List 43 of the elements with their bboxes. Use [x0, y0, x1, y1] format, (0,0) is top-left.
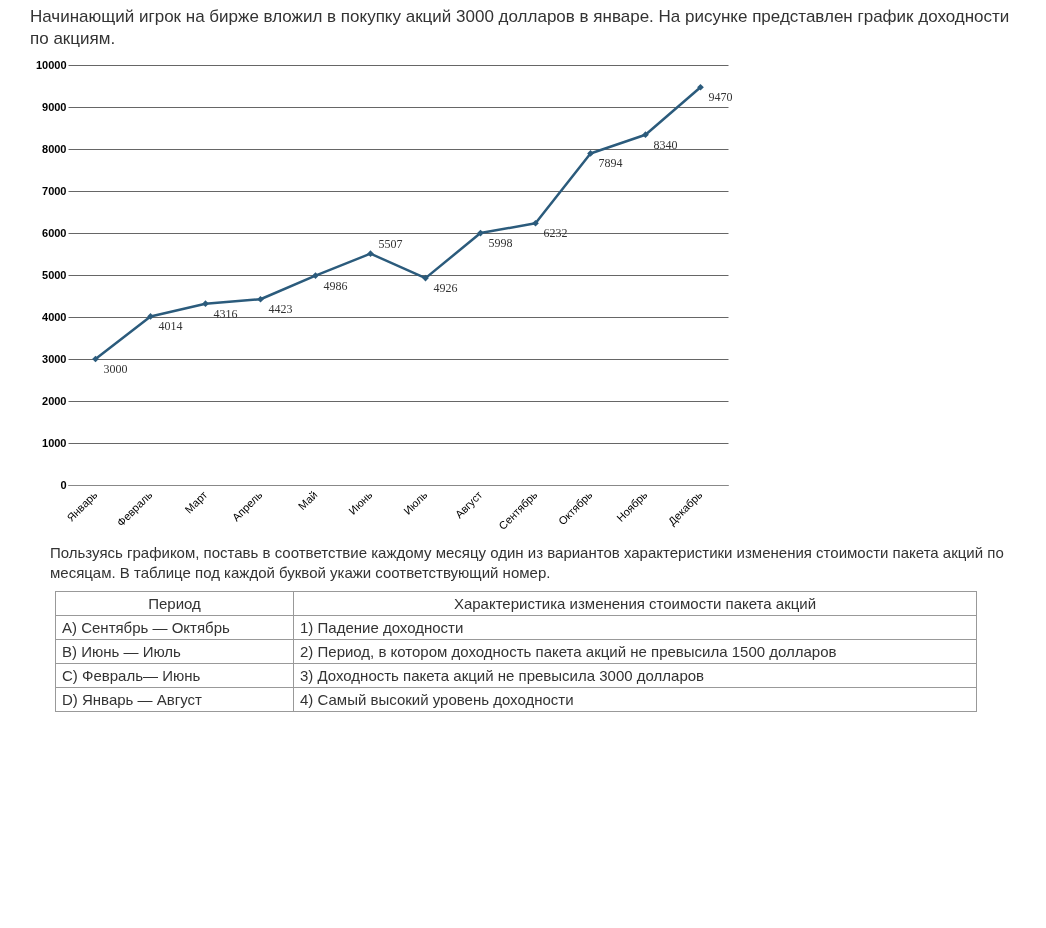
data-label: 9470 — [708, 90, 733, 105]
text: В) Июнь — Июль — [55, 639, 294, 664]
text: D) Январь — Август — [55, 687, 294, 712]
y-tick-label: 1000 — [42, 436, 67, 449]
data-label: 5507 — [378, 236, 403, 251]
y-tick-label: 0 — [60, 478, 67, 491]
y-tick-label: 4000 — [42, 310, 67, 323]
y-tick-label: 6000 — [42, 226, 67, 239]
y-tick-label: 3000 — [42, 352, 67, 365]
point — [642, 131, 649, 139]
data-label: 5998 — [488, 236, 513, 251]
point — [202, 300, 209, 308]
point — [257, 295, 264, 303]
point — [587, 150, 594, 157]
data-label: 4423 — [268, 302, 293, 317]
text: 1) Падение доходности — [293, 615, 977, 640]
data-label: 8340 — [653, 137, 678, 152]
y-tick-label: 8000 — [42, 142, 67, 155]
y-tick-label: 7000 — [42, 184, 67, 197]
text: 3) Доходность пакета акций не превысила 3000 долларов — [293, 663, 977, 688]
text: Характеристика изменения стоимости пакета акций — [293, 591, 977, 616]
y-tick-label: 9000 — [42, 100, 67, 113]
point — [367, 250, 374, 258]
point — [312, 272, 319, 279]
data-label: 4014 — [158, 319, 183, 334]
text: Период — [55, 591, 294, 616]
data-label: 3000 — [103, 362, 128, 376]
text: 4) Самый высокий уровень доходности — [293, 687, 977, 712]
y-tick-label: 5000 — [42, 268, 67, 281]
point — [532, 219, 539, 227]
text: Пользуясь графиком, поставь в соответствие каждому месяцу один из вариантов характеристики изменения стоимости пакета акций по месяцам. В таблице под каждой буквой укажи соответствующий номер. — [50, 543, 1005, 583]
text: А) Сентябрь — Октябрь — [55, 615, 294, 640]
data-label: 4986 — [323, 278, 348, 293]
point — [147, 313, 154, 320]
data-label: 7894 — [598, 156, 623, 171]
y-tick-label: 10000 — [35, 58, 67, 71]
text: 2) Период, в котором доходность пакета акций не превысила 1500 долларов — [293, 639, 977, 664]
data-label: 4316 — [213, 306, 238, 321]
y-tick-label: 2000 — [42, 394, 67, 407]
chart-title: Начинающий игрок на бирже вложил в покупку акций 3000 долларов в январе. На рисунке представлен график доходности по акциям. — [30, 6, 1010, 50]
point — [697, 83, 704, 91]
data-label: 4926 — [433, 281, 458, 296]
text: С) Февраль— Июнь — [55, 663, 294, 688]
